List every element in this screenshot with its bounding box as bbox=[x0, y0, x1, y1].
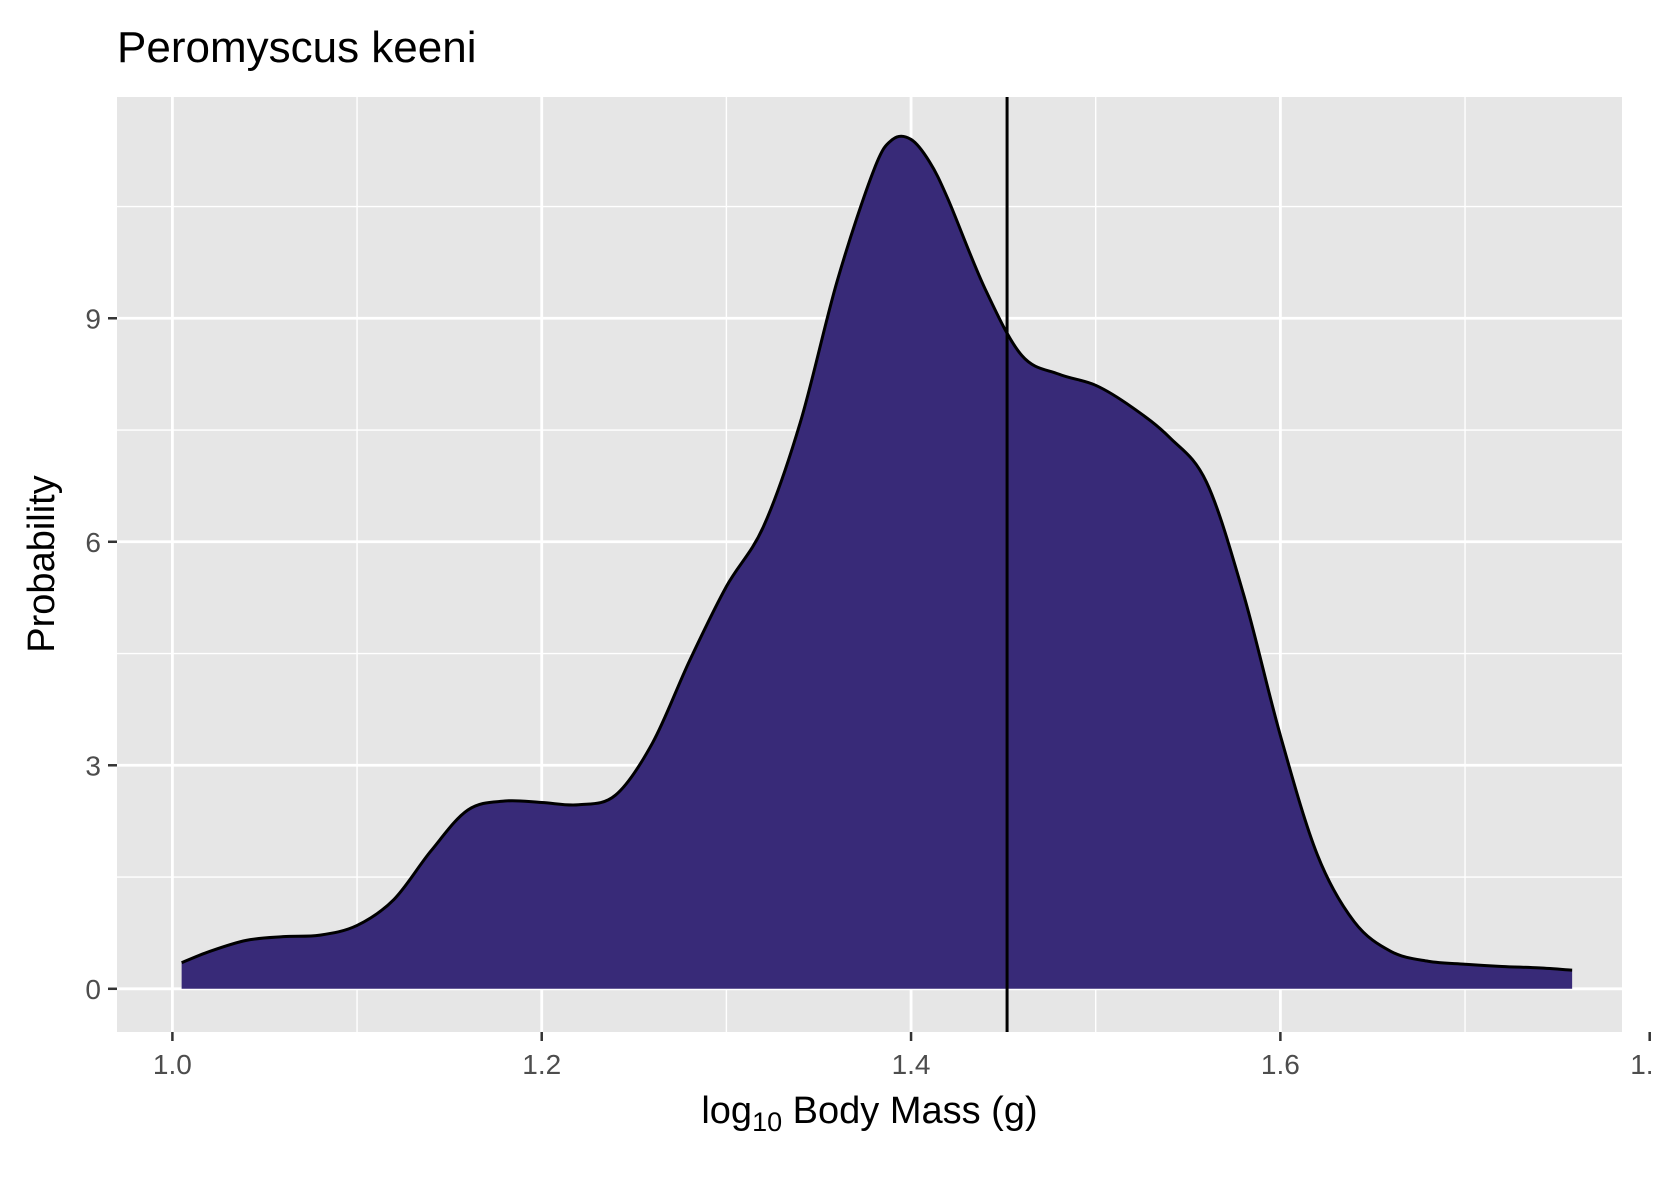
y-axis-label: Probability bbox=[21, 475, 63, 652]
density-area bbox=[181, 136, 1573, 989]
x-axis-ticks: 1.0 1.2 1.4 1.6 1.8 bbox=[153, 1032, 1653, 1080]
y-tick-label: 3 bbox=[85, 750, 101, 781]
y-tick-label: 6 bbox=[85, 527, 101, 558]
density-curve bbox=[181, 134, 1573, 972]
x-axis-label-prefix: log bbox=[701, 1090, 752, 1132]
y-tick-label: 0 bbox=[85, 974, 101, 1005]
x-tick-label: 1.0 bbox=[153, 1049, 192, 1080]
y-tick-label: 9 bbox=[85, 303, 101, 334]
chart-title: Peromyscus keeni bbox=[117, 23, 476, 72]
x-axis-label: log10 Body Mass (g) bbox=[701, 1090, 1037, 1137]
x-tick-label: 1.6 bbox=[1261, 1049, 1300, 1080]
x-axis-label-subscript: 10 bbox=[752, 1107, 782, 1137]
x-tick-label: 1.2 bbox=[522, 1049, 561, 1080]
y-axis-ticks: 0 3 6 9 bbox=[85, 303, 117, 1005]
x-tick-label: 1.8 bbox=[1630, 1049, 1653, 1080]
x-axis-label-suffix: Body Mass (g) bbox=[782, 1090, 1038, 1132]
x-tick-label: 1.4 bbox=[892, 1049, 931, 1080]
